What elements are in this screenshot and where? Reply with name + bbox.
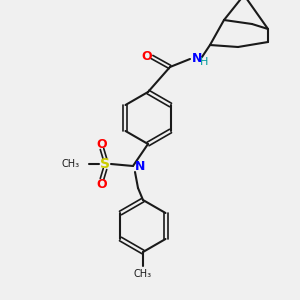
Text: S: S	[100, 157, 110, 171]
Text: N: N	[135, 160, 146, 172]
Text: CH₃: CH₃	[62, 159, 80, 169]
Text: CH₃: CH₃	[134, 269, 152, 279]
Text: O: O	[97, 137, 107, 151]
Text: O: O	[142, 50, 152, 62]
Text: N: N	[192, 52, 202, 64]
Text: O: O	[97, 178, 107, 190]
Text: H: H	[200, 57, 208, 67]
